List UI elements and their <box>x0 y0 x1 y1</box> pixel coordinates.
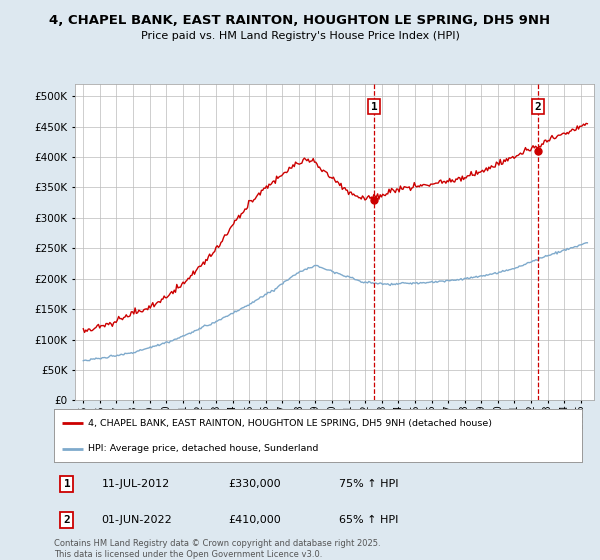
Text: 65% ↑ HPI: 65% ↑ HPI <box>339 515 398 525</box>
Text: £410,000: £410,000 <box>228 515 281 525</box>
Text: Price paid vs. HM Land Registry's House Price Index (HPI): Price paid vs. HM Land Registry's House … <box>140 31 460 41</box>
Text: 11-JUL-2012: 11-JUL-2012 <box>101 479 170 489</box>
Text: 01-JUN-2022: 01-JUN-2022 <box>101 515 172 525</box>
Text: Contains HM Land Registry data © Crown copyright and database right 2025.
This d: Contains HM Land Registry data © Crown c… <box>54 539 380 559</box>
Text: 4, CHAPEL BANK, EAST RAINTON, HOUGHTON LE SPRING, DH5 9NH (detached house): 4, CHAPEL BANK, EAST RAINTON, HOUGHTON L… <box>88 419 493 428</box>
Text: 1: 1 <box>64 479 70 489</box>
Text: 4, CHAPEL BANK, EAST RAINTON, HOUGHTON LE SPRING, DH5 9NH: 4, CHAPEL BANK, EAST RAINTON, HOUGHTON L… <box>49 14 551 27</box>
Text: £330,000: £330,000 <box>228 479 281 489</box>
Text: 75% ↑ HPI: 75% ↑ HPI <box>339 479 398 489</box>
Text: 1: 1 <box>371 101 377 111</box>
Text: 2: 2 <box>64 515 70 525</box>
Text: 2: 2 <box>535 101 541 111</box>
Text: HPI: Average price, detached house, Sunderland: HPI: Average price, detached house, Sund… <box>88 444 319 453</box>
